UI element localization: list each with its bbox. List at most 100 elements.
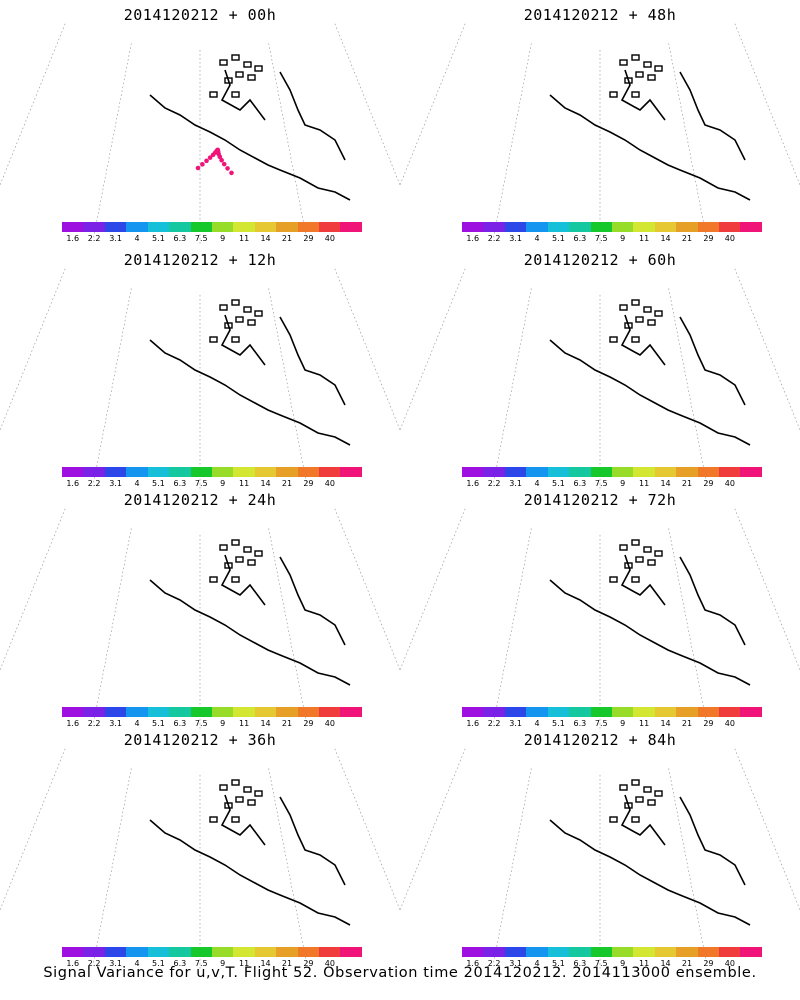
arctic-islands: [209, 54, 263, 98]
colorbar-tick-label: 14: [660, 719, 671, 728]
colorbar-tick-label: 5.1: [552, 959, 565, 968]
colorbar-tick-label: 9: [620, 234, 626, 243]
colorbar-swatch: [740, 947, 762, 957]
map-panel: 2014120212 + 12h 1.6 2.2 3.1 4 5.1 6.3 7.5 9 11 14…: [0, 245, 400, 490]
colorbar-tick-label: 14: [260, 479, 271, 488]
colorbar-tick-label: 21: [681, 959, 693, 968]
colorbar: [462, 707, 762, 717]
colorbar-swatch: [297, 707, 320, 717]
map-panel: 2014120212 + 24h 1.6 2.2 3.1 4 5.1 6.3 7.5 9 11 14…: [0, 485, 400, 730]
colorbar-swatch: [462, 222, 484, 232]
colorbar-tick-label: 4: [134, 719, 140, 728]
colorbar-labels: 1.6 2.2 3.1 4 5.1 6.3 7.5 9 11 14 21 29 40: [462, 234, 762, 244]
colorbar-labels: 1.6 2.2 3.1 4 5.1 6.3 7.5 9 11 14 21 29 40: [62, 719, 362, 729]
colorbar-tick-label: 3.1: [109, 719, 122, 728]
colorbar: [462, 947, 762, 957]
colorbar-labels: 1.6 2.2 3.1 4 5.1 6.3 7.5 9 11 14 21 29 40: [462, 719, 762, 729]
colorbar-tick-label: 6.3: [573, 959, 587, 968]
colorbar-swatch: [483, 947, 505, 957]
colorbar-swatch: [676, 222, 698, 232]
colorbar-swatch: [676, 467, 698, 477]
colorbar-swatch: [340, 467, 362, 477]
colorbar-labels: 1.6 2.2 3.1 4 5.1 6.3 7.5 9 11 14 21 29 40: [62, 959, 362, 969]
colorbar-tick-label: 6.3: [573, 234, 587, 243]
colorbar-swatch: [611, 947, 634, 957]
colorbar-swatch: [611, 222, 634, 232]
colorbar-tick-label: 6.3: [173, 959, 187, 968]
colorbar-swatch: [697, 707, 720, 717]
colorbar-tick-label: 7.5: [594, 959, 608, 968]
panel-title: 2014120212 + 24h: [123, 491, 277, 509]
colorbar-tick-label: 1.6: [66, 479, 80, 488]
colorbar-tick-label: 21: [281, 234, 293, 243]
colorbar-tick-label: 9: [620, 959, 626, 968]
colorbar-swatch: [233, 707, 255, 717]
colorbar-tick-label: 7.5: [194, 959, 208, 968]
colorbar-swatch: [740, 707, 762, 717]
colorbar-swatch: [462, 467, 484, 477]
colorbar-tick-label: 4: [134, 234, 140, 243]
colorbar-labels: 1.6 2.2 3.1 4 5.1 6.3 7.5 9 11 14 21 29 40: [462, 479, 762, 489]
colorbar-tick-label: 40: [724, 719, 735, 728]
colorbar-tick-label: 5.1: [152, 479, 165, 488]
colorbar-tick-label: 1.6: [66, 959, 80, 968]
arctic-islands: [609, 779, 663, 823]
arctic-islands: [609, 539, 663, 583]
colorbar-tick-label: 11: [239, 479, 250, 488]
colorbar-swatch: [504, 222, 527, 232]
colorbar-swatch: [483, 467, 505, 477]
panel-title: 2014120212 + 00h: [123, 6, 277, 24]
colorbar-tick-label: 5.1: [552, 479, 565, 488]
colorbar-tick-label: 7.5: [194, 479, 208, 488]
colorbar-swatch: [483, 707, 505, 717]
colorbar-swatch: [297, 467, 320, 477]
colorbar-tick-label: 5.1: [552, 234, 565, 243]
colorbar-swatch: [211, 222, 234, 232]
colorbar-swatch: [126, 467, 148, 477]
colorbar-tick-label: 11: [639, 959, 650, 968]
colorbar-swatch: [104, 947, 127, 957]
colorbar-swatch: [83, 222, 105, 232]
colorbar: [62, 222, 362, 232]
colorbar-swatch: [654, 222, 677, 232]
coastline: [549, 794, 751, 926]
colorbar-tick-label: 9: [220, 234, 226, 243]
colorbar-swatch: [254, 222, 277, 232]
panel-title: 2014120212 + 84h: [523, 731, 677, 749]
colorbar-tick-label: 5.1: [152, 959, 165, 968]
colorbar-tick-label: 6.3: [573, 719, 587, 728]
colorbar-swatch: [276, 467, 298, 477]
colorbar-swatch: [190, 222, 212, 232]
colorbar-swatch: [104, 707, 127, 717]
colorbar-swatch: [126, 222, 148, 232]
colorbar-swatch: [190, 707, 212, 717]
colorbar-swatch: [83, 707, 105, 717]
colorbar-tick-label: 14: [660, 479, 671, 488]
coastline: [149, 69, 351, 201]
colorbar-swatch: [233, 467, 255, 477]
colorbar-tick-label: 6.3: [173, 719, 187, 728]
panel-title: 2014120212 + 12h: [123, 251, 277, 269]
colorbar-swatch: [319, 707, 341, 717]
colorbar-swatch: [190, 467, 212, 477]
arctic-islands: [209, 779, 263, 823]
colorbar-tick-label: 40: [324, 959, 335, 968]
colorbar-swatch: [719, 947, 741, 957]
colorbar-swatch: [276, 707, 298, 717]
variance-map: [0, 485, 400, 730]
variance-map: [400, 725, 800, 970]
coastline: [549, 314, 751, 446]
colorbar-tick-label: 2.2: [487, 719, 501, 728]
colorbar-swatch: [462, 707, 484, 717]
colorbar-swatch: [62, 947, 84, 957]
variance-map: [400, 0, 800, 245]
colorbar-tick-label: 3.1: [509, 479, 522, 488]
colorbar-labels: 1.6 2.2 3.1 4 5.1 6.3 7.5 9 11 14 21 29 40: [462, 959, 762, 969]
map-panel: 2014120212 + 84h 1.6 2.2 3.1 4 5.1 6.3 7.5 9 11 14…: [400, 725, 800, 970]
colorbar-tick-label: 5.1: [152, 719, 165, 728]
colorbar-swatch: [462, 947, 484, 957]
colorbar-swatch: [654, 467, 677, 477]
colorbar-swatch: [526, 947, 548, 957]
colorbar-tick-label: 3.1: [509, 959, 522, 968]
arctic-islands: [609, 299, 663, 343]
